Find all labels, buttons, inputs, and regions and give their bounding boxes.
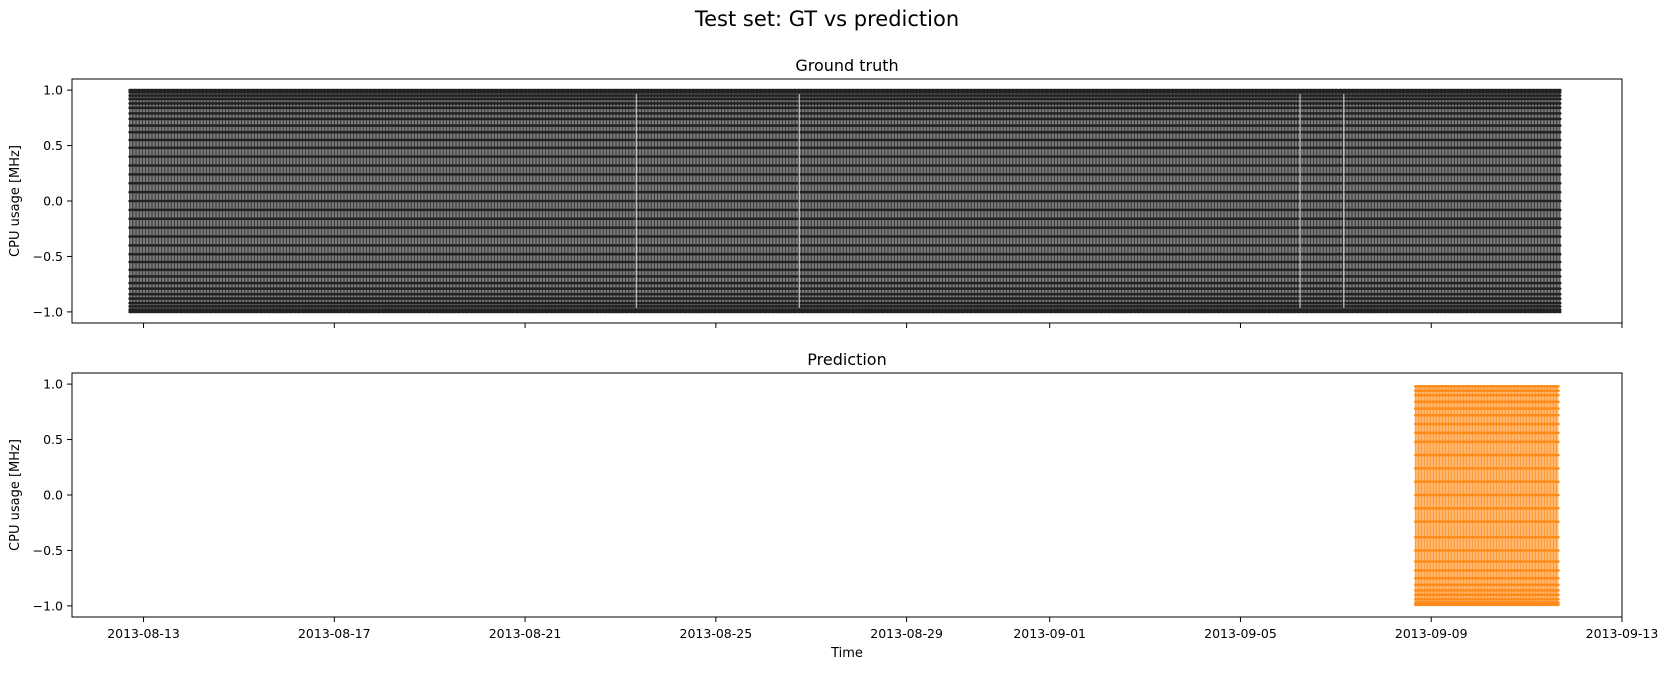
subplot-title: Ground truth bbox=[795, 56, 898, 75]
y-tick-label: 0.5 bbox=[43, 138, 63, 153]
subplot-2: Prediction −1.0 −0.5 0.0 0.5 1.0 CPU usage [MH… bbox=[8, 350, 1658, 661]
y-axis-label: CPU usage [MHz] bbox=[8, 439, 23, 551]
figure-suptitle: Test set: GT vs prediction bbox=[694, 7, 959, 31]
y-tick-label: −0.5 bbox=[33, 249, 63, 264]
x-tick-label: 2013-09-05 bbox=[1204, 626, 1277, 641]
y-tick-label: 0.0 bbox=[43, 488, 63, 503]
y-tick-label: −1.0 bbox=[33, 598, 63, 613]
x-tick-label: 2013-09-13 bbox=[1586, 626, 1659, 641]
series-1 bbox=[128, 88, 1562, 314]
y-tick-label: 1.0 bbox=[43, 83, 63, 98]
subplot-1: Ground truth −1.0 −0.5 0.0 0.5 1.0 CPU usage [… bbox=[8, 56, 1623, 328]
y-tick-label: 0.0 bbox=[43, 194, 63, 209]
x-axis-label: Time bbox=[830, 646, 863, 661]
y-tick-label: 0.5 bbox=[43, 432, 63, 447]
y-tick-label: −0.5 bbox=[33, 543, 63, 558]
x-tick-label: 2013-08-29 bbox=[870, 626, 943, 641]
x-tick-label: 2013-08-25 bbox=[680, 626, 753, 641]
y-axis-label: CPU usage [MHz] bbox=[8, 145, 23, 257]
series-1 bbox=[1414, 385, 1560, 607]
y-tick-label: −1.0 bbox=[33, 304, 63, 319]
x-tick-label: 2013-09-01 bbox=[1013, 626, 1086, 641]
y-tick-label: 1.0 bbox=[43, 377, 63, 392]
x-tick-label: 2013-09-09 bbox=[1395, 626, 1468, 641]
x-tick-label: 2013-08-17 bbox=[298, 626, 371, 641]
x-tick-label: 2013-08-21 bbox=[489, 626, 562, 641]
subplot-title: Prediction bbox=[807, 350, 886, 369]
axes-frame bbox=[71, 372, 1623, 618]
x-tick-label: 2013-08-13 bbox=[107, 626, 180, 641]
